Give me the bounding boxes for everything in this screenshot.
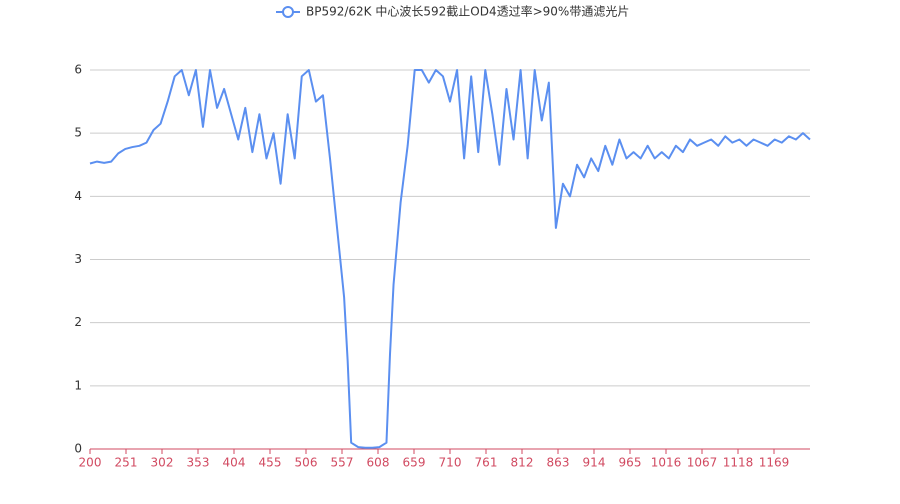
y-tick-label: 4 (74, 189, 82, 203)
x-tick-label: 200 (79, 456, 102, 470)
x-tick-label: 455 (259, 456, 282, 470)
x-tick-label: 608 (367, 456, 390, 470)
x-tick-label: 557 (331, 456, 354, 470)
y-tick-label: 6 (74, 63, 82, 77)
y-tick-label: 5 (74, 126, 82, 140)
legend-symbol (282, 6, 294, 18)
x-tick-label: 302 (151, 456, 174, 470)
series-line (89, 69, 811, 449)
x-tick-label: 251 (115, 456, 138, 470)
x-tick-label: 1067 (687, 456, 718, 470)
x-tick-label: 863 (547, 456, 570, 470)
y-tick-label: 0 (74, 442, 82, 456)
x-tick-label: 353 (187, 456, 210, 470)
legend-label: BP592/62K 中心波长592截止OD4透过率>90%带通滤光片 (306, 4, 629, 19)
x-tick-label: 761 (475, 456, 498, 470)
x-tick-label: 710 (439, 456, 462, 470)
x-tick-label: 914 (583, 456, 606, 470)
legend[interactable]: BP592/62K 中心波长592截止OD4透过率>90%带通滤光片 (276, 4, 629, 19)
y-tick-label: 2 (74, 315, 82, 329)
y-tick-label: 1 (74, 378, 82, 392)
x-tick-label: 404 (223, 456, 246, 470)
x-tick-label: 506 (295, 456, 318, 470)
x-tick-label: 659 (403, 456, 426, 470)
x-tick-label: 812 (511, 456, 534, 470)
y-tick-label: 3 (74, 252, 82, 266)
x-tick-label: 1169 (759, 456, 790, 470)
x-tick-label: 1118 (723, 456, 754, 470)
x-tick-label: 1016 (651, 456, 682, 470)
x-tick-label: 965 (619, 456, 642, 470)
